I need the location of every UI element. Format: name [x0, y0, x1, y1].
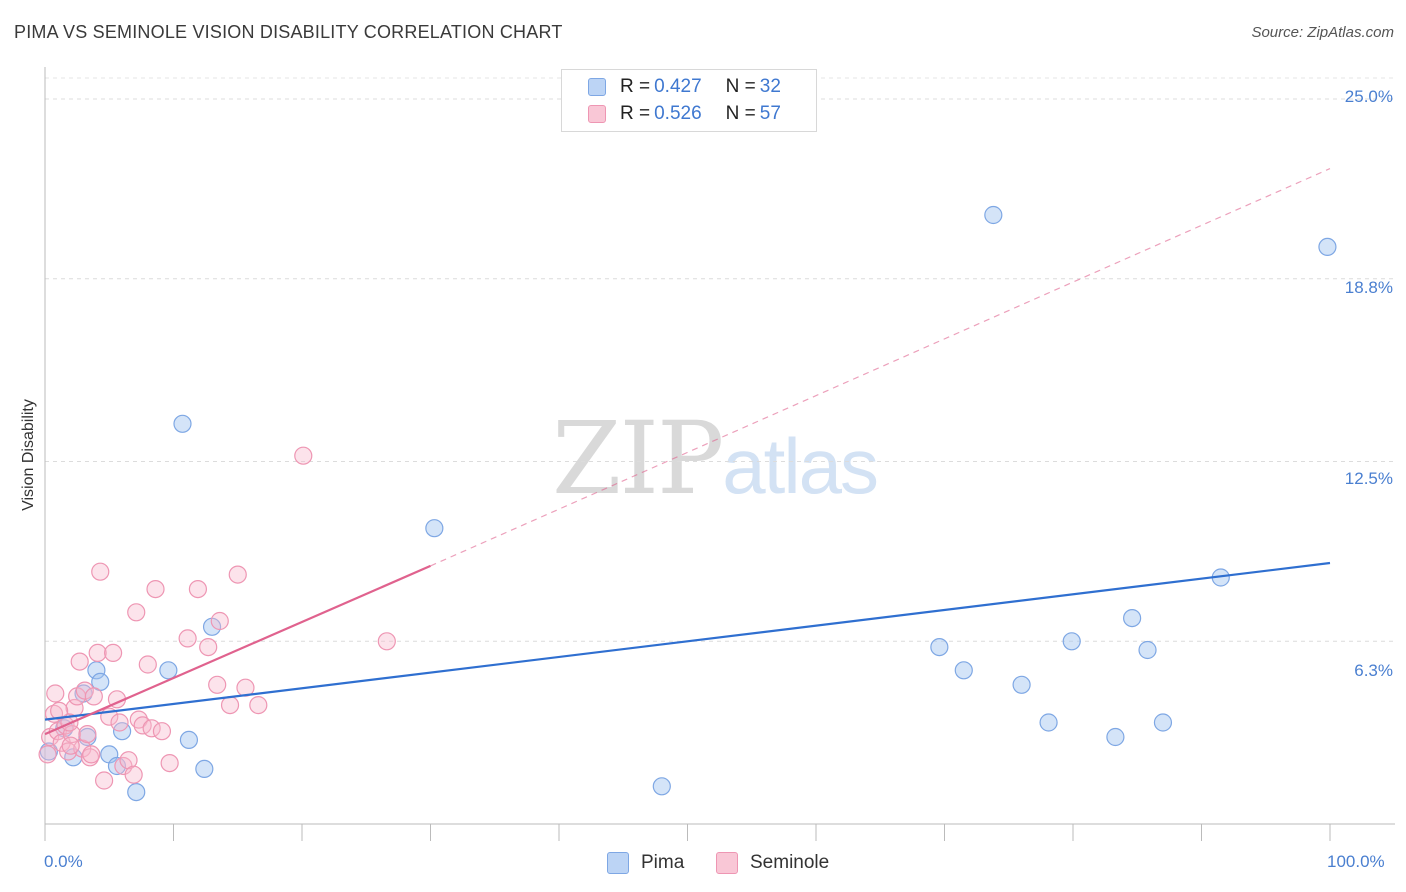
seminole-point	[152, 722, 172, 741]
seminole-legend-swatch	[716, 852, 738, 874]
seminole-point	[220, 695, 240, 715]
pima-point	[930, 637, 949, 657]
r-label: R =	[620, 103, 651, 124]
y-tick-label: 6.3%	[1354, 661, 1393, 680]
pima-point	[1318, 237, 1337, 256]
seminole-trend-extension	[430, 168, 1331, 567]
x-tick-label-max: 100.0%	[1327, 852, 1385, 871]
seminole-point	[46, 684, 65, 703]
seminole-point	[38, 745, 57, 764]
seminole-point	[199, 637, 218, 657]
seminole-r-value: 0.526	[654, 103, 702, 124]
seminole-point	[75, 681, 94, 700]
seminole-point	[84, 687, 103, 706]
pima-point	[652, 777, 671, 796]
pima-point	[1123, 608, 1142, 628]
x-tick-label-min: 0.0%	[44, 852, 83, 871]
pima-point	[954, 661, 973, 680]
seminole-point	[127, 603, 146, 622]
y-tick-label: 18.8%	[1344, 278, 1393, 297]
source-label: Source: ZipAtlas.com	[1251, 24, 1394, 41]
seminole-point	[208, 675, 227, 694]
seminole-legend-label: Seminole	[750, 852, 830, 873]
y-tick-label: 12.5%	[1344, 469, 1393, 488]
seminole-point	[88, 643, 107, 663]
seminole-swatch	[588, 105, 606, 123]
seminole-point	[119, 751, 138, 770]
pima-point	[173, 414, 192, 433]
legend-row-seminole: R = 0.526 N = 57	[588, 102, 785, 126]
pima-point	[1062, 632, 1081, 651]
seminole-point	[142, 719, 161, 738]
seminole-point	[95, 771, 114, 790]
seminole-point	[50, 701, 69, 721]
seminole-point	[104, 643, 123, 663]
seminole-point	[377, 632, 396, 651]
seminole-point	[138, 655, 157, 674]
pima-point	[1138, 640, 1157, 660]
pima-point	[984, 205, 1003, 225]
seminole-point	[61, 736, 80, 755]
seminole-point	[146, 579, 165, 599]
legend-row-pima: R = 0.427 N = 32	[588, 75, 785, 99]
correlation-legend: R = 0.427 N = 32 R = 0.526 N = 57	[561, 69, 817, 132]
seminole-trend-line	[44, 564, 431, 736]
pima-legend-swatch	[607, 852, 629, 874]
pima-point	[195, 759, 214, 779]
r-label: R =	[620, 76, 651, 97]
seminole-point	[78, 724, 97, 744]
seminole-point	[249, 695, 268, 715]
seminole-point	[178, 629, 197, 648]
pima-point	[425, 519, 444, 538]
pima-r-value: 0.427	[654, 76, 702, 97]
pima-point	[1012, 675, 1031, 694]
bottom-legend-pima[interactable]: Pima	[607, 852, 684, 874]
seminole-point	[210, 611, 229, 631]
pima-n-value: 32	[759, 76, 781, 97]
bottom-legend-seminole[interactable]: Seminole	[716, 852, 829, 874]
n-label: N =	[725, 103, 756, 124]
pima-legend-label: Pima	[641, 852, 685, 873]
pima-point	[1153, 713, 1173, 732]
seminole-n-value: 57	[759, 103, 781, 124]
seminole-point	[124, 765, 143, 784]
seminole-point	[160, 753, 179, 773]
y-axis-label: Vision Disability	[20, 399, 37, 511]
pima-point	[179, 730, 199, 750]
pima-point	[1106, 727, 1125, 747]
seminole-point	[188, 579, 208, 599]
pima-point	[159, 661, 178, 680]
seminole-point	[91, 562, 110, 581]
y-tick-label: 25.0%	[1344, 87, 1393, 106]
seminole-point	[70, 652, 89, 671]
pima-point	[107, 756, 127, 776]
seminole-point	[82, 745, 101, 764]
seminole-point	[228, 565, 247, 584]
pima-trend-line	[44, 561, 1331, 721]
seminole-point	[110, 713, 129, 732]
pima-swatch	[588, 78, 606, 96]
seminole-point	[294, 446, 313, 465]
pima-point	[127, 782, 146, 802]
pima-point	[1039, 713, 1058, 732]
chart-title: PIMA VS SEMINOLE VISION DISABILITY CORRE…	[14, 22, 563, 42]
n-label: N =	[725, 76, 756, 97]
